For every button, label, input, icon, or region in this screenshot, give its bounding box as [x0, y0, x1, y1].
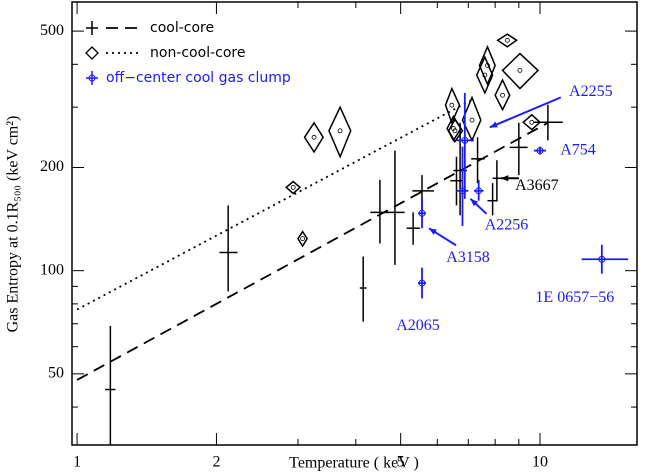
diamond: [478, 44, 496, 87]
legend-label: cool-core: [150, 20, 214, 36]
diamond: [496, 33, 518, 48]
legend-label: off−center cool gas clump: [106, 70, 291, 86]
legend-marker: [85, 46, 99, 60]
point: [311, 134, 317, 140]
point: [598, 255, 606, 263]
diamond: [444, 86, 461, 125]
y-tick-label: 50: [48, 365, 64, 382]
arrow-head: [500, 175, 509, 182]
point: [418, 279, 426, 287]
point-label: A3667: [515, 177, 559, 194]
legend-label: non-cool-core: [150, 45, 245, 61]
point: [418, 209, 426, 217]
point: [469, 117, 475, 123]
diamond: [494, 78, 511, 112]
point: [290, 184, 296, 190]
diamond: [522, 113, 542, 131]
x-tick-label: 1: [73, 454, 81, 471]
point: [529, 119, 535, 125]
diamond: [285, 180, 302, 195]
point: [500, 92, 505, 98]
point: [536, 147, 544, 155]
point: [517, 68, 523, 73]
diamond: [501, 52, 540, 90]
point-label: A2255: [569, 83, 613, 100]
point: [475, 187, 483, 195]
x-tick-label: 2: [212, 454, 220, 471]
diamond: [475, 55, 494, 95]
point: [504, 37, 510, 43]
legend-marker: [88, 74, 96, 82]
point: [485, 63, 490, 68]
point: [461, 136, 469, 144]
fit-line: [76, 122, 549, 381]
point: [300, 236, 305, 242]
y-tick-label: 500: [40, 22, 64, 39]
point-label: A754: [560, 141, 596, 158]
plot-frame: [71, 1, 638, 446]
x-tick-label: 10: [532, 454, 548, 471]
arrow-head: [489, 121, 498, 128]
label-arrow: [489, 96, 562, 129]
point: [449, 102, 455, 108]
y-axis-label: Gas Entropy at 0.1R₅₀₀ (keV cm²): [5, 116, 22, 333]
point-label: A2256: [485, 216, 529, 233]
y-tick-label: 100: [40, 261, 64, 278]
fit-line: [76, 99, 472, 311]
diamond: [328, 105, 352, 159]
x-tick-label: 5: [397, 454, 405, 471]
point-label: A3158: [446, 249, 490, 266]
point: [337, 128, 343, 134]
point-label: A2065: [396, 317, 440, 334]
x-axis-label: Temperature ( keV ): [289, 455, 419, 472]
diamond: [447, 118, 464, 144]
diamond: [303, 121, 325, 154]
arrow-head: [429, 228, 437, 235]
arrow-head: [470, 198, 478, 207]
point: [452, 128, 458, 134]
y-tick-label: 200: [40, 158, 64, 175]
diamond: [297, 230, 309, 248]
point-label: 1E 0657−56: [535, 289, 614, 306]
